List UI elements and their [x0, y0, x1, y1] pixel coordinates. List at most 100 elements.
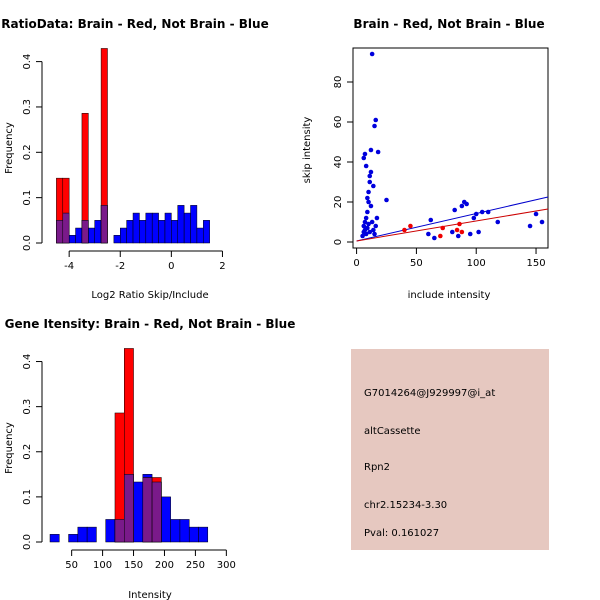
gene-intensity-histogram-overlap-bar	[142, 477, 153, 543]
intensity-scatter-x-tick-label: 100	[467, 258, 486, 269]
intensity-scatter-blue-point	[476, 229, 481, 235]
intensity-scatter-blue-point	[464, 201, 469, 207]
info-event-type: altCassette	[364, 426, 421, 437]
gene-intensity-histogram-y-tick-label: 0.1	[22, 489, 33, 505]
info-location: chr2.15234-3.30	[364, 500, 447, 511]
ratio-histogram-blue-bar	[177, 205, 185, 244]
intensity-scatter-blue-point	[485, 209, 491, 215]
ratio-histogram-ylabel: Frequency	[4, 122, 15, 174]
intensity-scatter-ylabel: skip intensity	[302, 117, 313, 184]
intensity-scatter-fit-lines	[356, 196, 549, 242]
gene-intensity-histogram-x-tick-label: 150	[124, 560, 143, 571]
intensity-scatter-blue-point	[371, 183, 376, 189]
ratio-histogram-xlabel: Log2 Ratio Skip/Include	[91, 290, 208, 301]
info-gene: Rpn2	[364, 462, 390, 473]
intensity-scatter-blue-point	[467, 231, 473, 237]
gene-intensity-histogram-blue-bar	[161, 496, 171, 543]
ratio-histogram-y-tick-label: 0.3	[22, 99, 33, 115]
info-panel: G7014264@J929997@i_at altCassette Rpn2 c…	[351, 349, 549, 550]
intensity-scatter-y-axis: 0 20 40 60 80	[333, 76, 354, 245]
intensity-scatter-blue-point	[366, 221, 371, 227]
intensity-scatter-blue-point	[369, 219, 375, 225]
intensity-scatter-red-point	[457, 221, 462, 227]
gene-intensity-histogram-x-tick-label: 250	[186, 560, 205, 571]
gene-intensity-histogram-x-tick-label: 200	[155, 560, 174, 571]
intensity-scatter-blue-point	[368, 147, 374, 153]
intensity-scatter-y-tick-label: 0	[333, 239, 344, 245]
intensity-scatter-red-point	[459, 229, 465, 235]
gene-intensity-histogram-xlabel: Intensity	[128, 590, 172, 600]
gene-intensity-histogram-y-axis: 0.0 0.1 0.2 0.3 0.4	[22, 354, 43, 550]
intensity-scatter-blue-point	[384, 197, 389, 203]
ratio-histogram-x-tick-label: 2	[219, 261, 225, 272]
ratio-histogram-x-tick-label: -2	[115, 261, 125, 272]
intensity-scatter-plot-box	[352, 47, 549, 249]
ratio-histogram-x-tick-label: 0	[168, 261, 174, 272]
ratio-histogram-y-tick-label: 0.1	[22, 190, 33, 206]
intensity-scatter-y-tick-label: 20	[333, 196, 344, 209]
intensity-scatter-blue-point	[367, 179, 373, 185]
intensity-scatter-blue-point	[372, 123, 377, 129]
intensity-scatter-blue-point	[366, 189, 371, 195]
intensity-scatter-blue-point	[479, 209, 485, 215]
intensity-scatter-red-point	[440, 225, 446, 231]
intensity-scatter-blue-point	[373, 117, 379, 123]
intensity-scatter-y-tick-label: 80	[333, 76, 344, 89]
gene-intensity-histogram-blue-bar	[179, 519, 190, 543]
ratio-histogram-blue-bar	[158, 220, 166, 244]
intensity-scatter-x-axis: 0 50 100 150	[353, 247, 546, 269]
info-probe-id: G7014264@J929997@i_at	[364, 388, 495, 399]
ratio-histogram-blue-bar	[68, 235, 76, 244]
ratio-histogram-blue-bar	[94, 220, 102, 244]
intensity-scatter-blue-point	[362, 151, 368, 157]
ratio-histogram-blue-bar	[120, 227, 127, 244]
intensity-scatter-blue-point	[363, 231, 369, 237]
intensity-scatter-red-point	[402, 227, 407, 233]
ratio-histogram-y-tick-label: 0.2	[22, 144, 33, 160]
intensity-scatter-blue-point	[363, 163, 369, 169]
gene-intensity-histogram-overlap-bar	[114, 519, 125, 543]
intensity-scatter-blue-point	[539, 219, 545, 225]
gene-intensity-histogram-x-tick-label: 300	[217, 560, 236, 571]
intensity-scatter-blue-point	[372, 231, 377, 237]
gene-intensity-histogram-blue-bar	[86, 526, 97, 543]
intensity-scatter-blue-point	[459, 203, 465, 209]
intensity-scatter-fit-line	[356, 208, 549, 242]
gene-intensity-histogram-blue-bar	[49, 534, 60, 543]
gene-intensity-histogram-y-tick-label: 0.2	[22, 444, 33, 460]
intensity-scatter-blue-point	[373, 223, 379, 229]
ratio-histogram-overlap-bar	[100, 205, 108, 244]
gene-intensity-histogram-ylabel: Frequency	[4, 422, 15, 474]
ratio-histogram-blue-bar	[203, 220, 210, 244]
intensity-scatter-x-tick-label: 50	[410, 258, 423, 269]
ratio-histogram-overlap-bar	[81, 220, 89, 244]
ratio-histogram-blue-bar	[88, 227, 95, 244]
ratio-histogram-overlap-bar	[62, 212, 70, 244]
intensity-scatter-blue-point	[375, 149, 381, 155]
ratio-histogram-blue-bar	[183, 212, 191, 244]
intensity-scatter-y-tick-label: 40	[333, 156, 344, 169]
intensity-scatter-blue-point	[495, 219, 501, 225]
ratio-histogram-bars	[56, 48, 210, 244]
intensity-scatter-blue-point	[360, 233, 365, 239]
gene-intensity-histogram-blue-bar	[170, 519, 181, 543]
info-panel-background	[351, 349, 549, 550]
intensity-scatter-points	[360, 51, 545, 241]
gene-intensity-histogram-y-tick-label: 0.3	[22, 399, 33, 415]
intensity-scatter-blue-point	[432, 235, 437, 241]
ratio-histogram-blue-bar	[164, 212, 172, 244]
intensity-scatter-blue-point	[365, 195, 370, 201]
ratio-histogram-blue-bar	[126, 220, 134, 244]
intensity-scatter-blue-point	[368, 169, 374, 175]
intensity-scatter-x-tick-label: 0	[353, 258, 359, 269]
gene-intensity-histogram-y-tick-label: 0.0	[22, 534, 33, 550]
intensity-scatter-red-point	[454, 227, 460, 233]
ratio-histogram-blue-bar	[171, 220, 178, 244]
gene-intensity-histogram-blue-bar	[105, 519, 116, 543]
ratio-histogram-blue-bar	[75, 227, 83, 244]
intensity-scatter-xlabel: include intensity	[408, 290, 491, 301]
intensity-scatter-blue-point	[426, 231, 431, 237]
intensity-scatter: Brain - Red, Not Brain - Blue include in…	[302, 17, 549, 301]
intensity-scatter-blue-point	[365, 209, 370, 215]
